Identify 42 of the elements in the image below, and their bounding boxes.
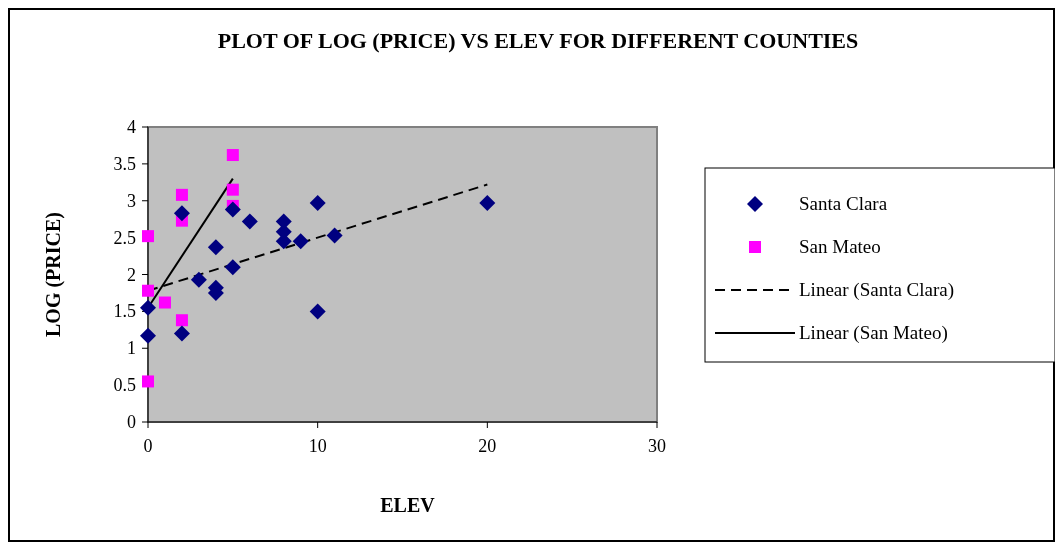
y-tick-label: 0 <box>127 412 136 432</box>
point <box>309 194 326 211</box>
point <box>190 271 207 288</box>
chart-title: PLOT OF LOG (PRICE) VS ELEV FOR DIFFERENT COUNTIES <box>217 28 859 53</box>
point <box>140 327 156 344</box>
y-tick-label: 2.5 <box>113 227 136 248</box>
point <box>224 259 241 276</box>
point <box>158 296 171 309</box>
x-tick-label: 20 <box>478 436 497 456</box>
x-tick-label: 10 <box>308 436 327 456</box>
legend-label: Linear (San Mateo) <box>799 322 948 344</box>
point <box>175 188 188 201</box>
x-tick-label: 0 <box>143 436 153 456</box>
point <box>175 314 188 327</box>
point <box>241 213 258 230</box>
x-tick-label: 30 <box>648 436 666 456</box>
y-tick-label: 0.5 <box>113 375 136 396</box>
point <box>140 299 156 316</box>
y-tick-label: 2 <box>127 264 136 285</box>
legend-label: San Mateo <box>799 236 881 257</box>
point <box>142 375 154 388</box>
y-tick-label: 3.5 <box>113 153 136 174</box>
point <box>173 325 190 342</box>
point <box>142 284 154 297</box>
legend-label: Santa Clara <box>799 193 888 214</box>
point <box>224 201 241 218</box>
point <box>173 205 190 222</box>
y-tick-label: 4 <box>127 117 136 137</box>
point <box>309 303 326 320</box>
y-tick-label: 1.5 <box>113 301 136 322</box>
point <box>479 194 496 211</box>
y-tick-label: 3 <box>127 190 136 211</box>
point <box>207 239 224 256</box>
x-axis-title: ELEV <box>380 494 436 516</box>
y-tick-label: 1 <box>127 338 136 359</box>
point <box>226 183 239 196</box>
point <box>142 230 154 243</box>
point <box>326 227 343 244</box>
point <box>292 233 309 250</box>
legend-label: Linear (Santa Clara) <box>799 279 955 301</box>
y-axis-title: LOG (PRICE) <box>42 212 65 337</box>
point <box>226 149 239 162</box>
